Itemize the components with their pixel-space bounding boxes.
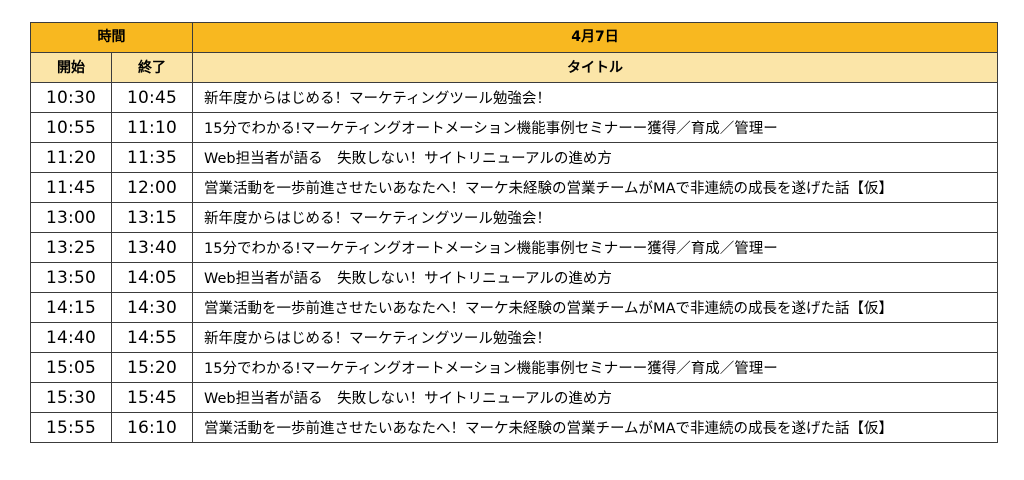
title-column-header: タイトル [192, 52, 998, 83]
session-title-cell: 営業活動を一歩前進させたいあなたへ！マーケ未経験の営業チームがMAで非連続の成長… [192, 412, 998, 443]
session-title-cell: 15分でわかる!マーケティングオートメーション機能事例セミナーー獲得／育成／管理… [192, 112, 998, 143]
start-time-cell: 10:55 [30, 112, 112, 143]
end-time-cell: 13:15 [111, 202, 193, 233]
session-title-cell: 新年度からはじめる！マーケティングツール勉強会！ [192, 82, 998, 113]
table-row: 15:05 15:20 15分でわかる!マーケティングオートメーション機能事例セ… [30, 352, 998, 383]
session-title-cell: 15分でわかる!マーケティングオートメーション機能事例セミナーー獲得／育成／管理… [192, 232, 998, 263]
session-title-cell: 営業活動を一歩前進させたいあなたへ！マーケ未経験の営業チームがMAで非連続の成長… [192, 292, 998, 323]
table-row: 14:15 14:30 営業活動を一歩前進させたいあなたへ！マーケ未経験の営業チ… [30, 292, 998, 323]
start-time-cell: 13:00 [30, 202, 112, 233]
session-title-cell: 営業活動を一歩前進させたいあなたへ！マーケ未経験の営業チームがMAで非連続の成長… [192, 172, 998, 203]
start-time-cell: 11:45 [30, 172, 112, 203]
header-row-top: 時間 4月7日 [30, 22, 998, 53]
table-row: 10:30 10:45 新年度からはじめる！マーケティングツール勉強会！ [30, 82, 998, 113]
session-title-cell: 新年度からはじめる！マーケティングツール勉強会！ [192, 202, 998, 233]
end-time-cell: 10:45 [111, 82, 193, 113]
start-column-header: 開始 [30, 52, 112, 83]
table-row: 15:55 16:10 営業活動を一歩前進させたいあなたへ！マーケ未経験の営業チ… [30, 412, 998, 443]
start-time-cell: 13:25 [30, 232, 112, 263]
date-header: 4月7日 [192, 22, 998, 53]
session-title-cell: 新年度からはじめる！マーケティングツール勉強会！ [192, 322, 998, 353]
end-time-cell: 16:10 [111, 412, 193, 443]
session-title-cell: Web担当者が語る 失敗しない！サイトリニューアルの進め方 [192, 262, 998, 293]
start-time-cell: 13:50 [30, 262, 112, 293]
end-time-cell: 14:55 [111, 322, 193, 353]
end-column-header: 終了 [111, 52, 193, 83]
end-time-cell: 15:45 [111, 382, 193, 413]
end-time-cell: 12:00 [111, 172, 193, 203]
start-time-cell: 15:05 [30, 352, 112, 383]
time-group-header: 時間 [30, 22, 193, 53]
start-time-cell: 15:55 [30, 412, 112, 443]
start-time-cell: 10:30 [30, 82, 112, 113]
table-row: 10:55 11:10 15分でわかる!マーケティングオートメーション機能事例セ… [30, 112, 998, 143]
end-time-cell: 14:30 [111, 292, 193, 323]
table-row: 11:20 11:35 Web担当者が語る 失敗しない！サイトリニューアルの進め… [30, 142, 998, 173]
start-time-cell: 14:15 [30, 292, 112, 323]
start-time-cell: 11:20 [30, 142, 112, 173]
end-time-cell: 13:40 [111, 232, 193, 263]
table-row: 13:50 14:05 Web担当者が語る 失敗しない！サイトリニューアルの進め… [30, 262, 998, 293]
table-row: 15:30 15:45 Web担当者が語る 失敗しない！サイトリニューアルの進め… [30, 382, 998, 413]
end-time-cell: 15:20 [111, 352, 193, 383]
table-row: 13:25 13:40 15分でわかる!マーケティングオートメーション機能事例セ… [30, 232, 998, 263]
session-title-cell: Web担当者が語る 失敗しない！サイトリニューアルの進め方 [192, 382, 998, 413]
session-title-cell: 15分でわかる!マーケティングオートメーション機能事例セミナーー獲得／育成／管理… [192, 352, 998, 383]
end-time-cell: 14:05 [111, 262, 193, 293]
schedule-table: 時間 4月7日 開始 終了 タイトル 10:30 10:45 新年度からはじめる… [30, 22, 998, 443]
table-row: 11:45 12:00 営業活動を一歩前進させたいあなたへ！マーケ未経験の営業チ… [30, 172, 998, 203]
table-row: 14:40 14:55 新年度からはじめる！マーケティングツール勉強会！ [30, 322, 998, 353]
end-time-cell: 11:10 [111, 112, 193, 143]
table-row: 13:00 13:15 新年度からはじめる！マーケティングツール勉強会！ [30, 202, 998, 233]
header-row-sub: 開始 終了 タイトル [30, 52, 998, 83]
start-time-cell: 15:30 [30, 382, 112, 413]
end-time-cell: 11:35 [111, 142, 193, 173]
start-time-cell: 14:40 [30, 322, 112, 353]
session-title-cell: Web担当者が語る 失敗しない！サイトリニューアルの進め方 [192, 142, 998, 173]
